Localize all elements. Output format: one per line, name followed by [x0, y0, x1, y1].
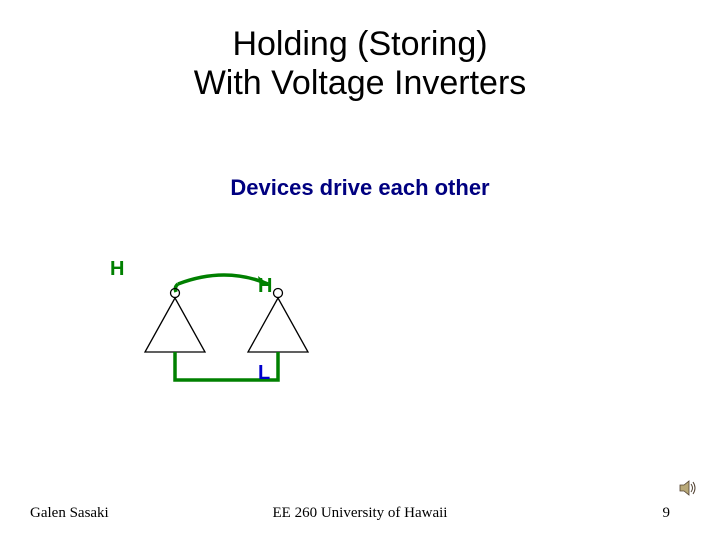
label-h-left: H	[110, 258, 124, 281]
footer-course: EE 260 University of Hawaii	[0, 505, 720, 522]
inverter-right	[248, 289, 308, 353]
speaker-icon[interactable]	[678, 478, 698, 498]
slide-title: Holding (Storing) With Voltage Inverters	[0, 25, 720, 103]
title-line-2: With Voltage Inverters	[0, 64, 720, 103]
label-l-bottom: L	[258, 362, 270, 385]
title-line-1: Holding (Storing)	[0, 25, 720, 64]
inverter-left	[145, 289, 205, 353]
footer-page-number: 9	[663, 505, 671, 522]
label-h-right: H	[258, 275, 272, 298]
slide-subtitle: Devices drive each other	[0, 175, 720, 201]
inverter-latch-diagram	[130, 260, 350, 410]
top-feedback-arrow	[175, 275, 268, 292]
